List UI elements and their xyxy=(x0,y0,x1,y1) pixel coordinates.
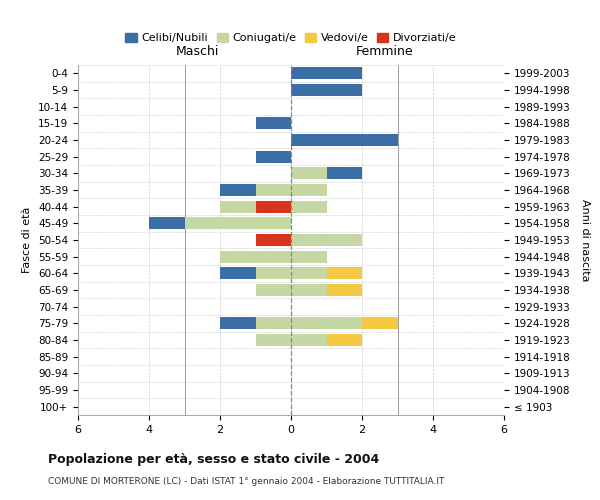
Y-axis label: Fasce di età: Fasce di età xyxy=(22,207,32,273)
Bar xyxy=(256,234,291,246)
Bar xyxy=(291,184,326,196)
Bar xyxy=(220,250,291,262)
Bar xyxy=(256,284,291,296)
Bar xyxy=(256,184,291,196)
Text: Maschi: Maschi xyxy=(176,45,219,58)
Bar xyxy=(220,184,256,196)
Bar xyxy=(220,318,256,330)
Text: COMUNE DI MORTERONE (LC) - Dati ISTAT 1° gennaio 2004 - Elaborazione TUTTITALIA.: COMUNE DI MORTERONE (LC) - Dati ISTAT 1°… xyxy=(48,478,445,486)
Bar xyxy=(220,200,256,212)
Bar xyxy=(291,268,326,280)
Bar xyxy=(291,334,326,346)
Bar xyxy=(291,284,326,296)
Text: Femmine: Femmine xyxy=(356,45,413,58)
Bar xyxy=(291,234,362,246)
Bar xyxy=(256,150,291,162)
Bar xyxy=(326,284,362,296)
Bar xyxy=(256,268,291,280)
Y-axis label: Anni di nascita: Anni di nascita xyxy=(580,198,590,281)
Bar xyxy=(291,68,362,80)
Bar xyxy=(291,168,326,179)
Bar xyxy=(326,268,362,280)
Bar xyxy=(326,168,362,179)
Legend: Celibi/Nubili, Coniugati/e, Vedovi/e, Divorziati/e: Celibi/Nubili, Coniugati/e, Vedovi/e, Di… xyxy=(121,28,461,48)
Bar xyxy=(362,318,398,330)
Bar xyxy=(256,200,291,212)
Bar xyxy=(326,334,362,346)
Bar xyxy=(291,250,326,262)
Bar xyxy=(256,318,291,330)
Text: Popolazione per età, sesso e stato civile - 2004: Popolazione per età, sesso e stato civil… xyxy=(48,452,379,466)
Bar xyxy=(220,268,256,280)
Bar xyxy=(291,134,398,146)
Bar xyxy=(291,84,362,96)
Bar xyxy=(291,200,326,212)
Bar xyxy=(185,218,291,230)
Bar xyxy=(256,118,291,130)
Bar xyxy=(256,334,291,346)
Bar xyxy=(149,218,185,230)
Bar xyxy=(291,318,362,330)
